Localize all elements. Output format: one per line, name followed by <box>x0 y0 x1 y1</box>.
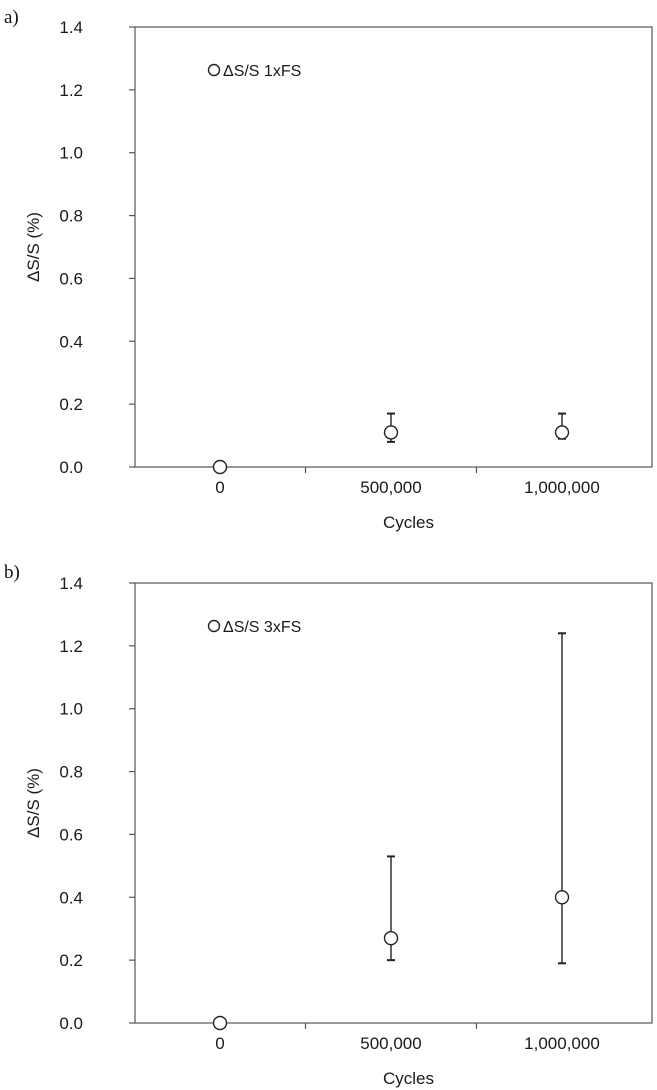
y-tick-label: 0.4 <box>59 888 83 907</box>
legend-label: ΔS/S 3xFS <box>223 619 301 636</box>
y-tick-label: 0.6 <box>59 825 83 844</box>
x-axis-title: Cycles <box>383 513 434 532</box>
y-tick-label: 0.6 <box>59 269 83 288</box>
panel-label: b) <box>4 562 20 583</box>
plot-frame <box>134 582 653 1024</box>
data-point <box>554 425 570 440</box>
y-tick-label: 0.8 <box>59 763 83 782</box>
legend-marker <box>207 63 221 77</box>
y-tick-label: 0.2 <box>59 395 83 414</box>
y-tick-label: 1.4 <box>59 18 83 37</box>
chart-panel-b: b) 0.0 0.2 0.4 0.6 0.8 1.0 1.2 1.4 0 500,000 1,000,… <box>4 562 653 1088</box>
chart-panel-a: a) 0.0 0.2 0.4 0.6 0.8 1.0 1.2 1.4 0 500,000 1,000,… <box>4 7 653 532</box>
data-point <box>554 890 570 905</box>
panel-label: a) <box>4 7 19 28</box>
y-axis-title: ΔS/S (%) <box>24 768 43 838</box>
y-tick-label: 1.0 <box>59 144 83 163</box>
plot-frame <box>134 26 653 468</box>
y-tick-label: 0.4 <box>59 332 83 351</box>
legend-marker <box>207 619 221 633</box>
x-tick-label: 500,000 <box>360 1034 421 1053</box>
data-point <box>383 425 399 440</box>
legend-label: ΔS/S 1xFS <box>223 63 301 80</box>
y-tick-label: 0.8 <box>59 207 83 226</box>
data-point <box>212 459 228 475</box>
x-tick-label: 1,000,000 <box>524 478 600 497</box>
y-tick-label: 1.4 <box>59 574 83 593</box>
x-tick-label: 0 <box>215 478 224 497</box>
y-tick-label: 1.2 <box>59 637 83 656</box>
data-point <box>383 930 399 946</box>
y-tick-label: 1.0 <box>59 700 83 719</box>
x-tick-label: 500,000 <box>360 478 421 497</box>
y-tick-label: 0.2 <box>59 951 83 970</box>
x-tick-label: 1,000,000 <box>524 1034 600 1053</box>
x-axis-title: Cycles <box>383 1069 434 1088</box>
y-axis-title: ΔS/S (%) <box>24 212 43 282</box>
y-tick-label: 0.0 <box>59 1014 83 1033</box>
data-point <box>212 1015 228 1031</box>
y-tick-label: 0.0 <box>59 458 83 477</box>
y-tick-label: 1.2 <box>59 81 83 100</box>
x-tick-label: 0 <box>215 1034 224 1053</box>
